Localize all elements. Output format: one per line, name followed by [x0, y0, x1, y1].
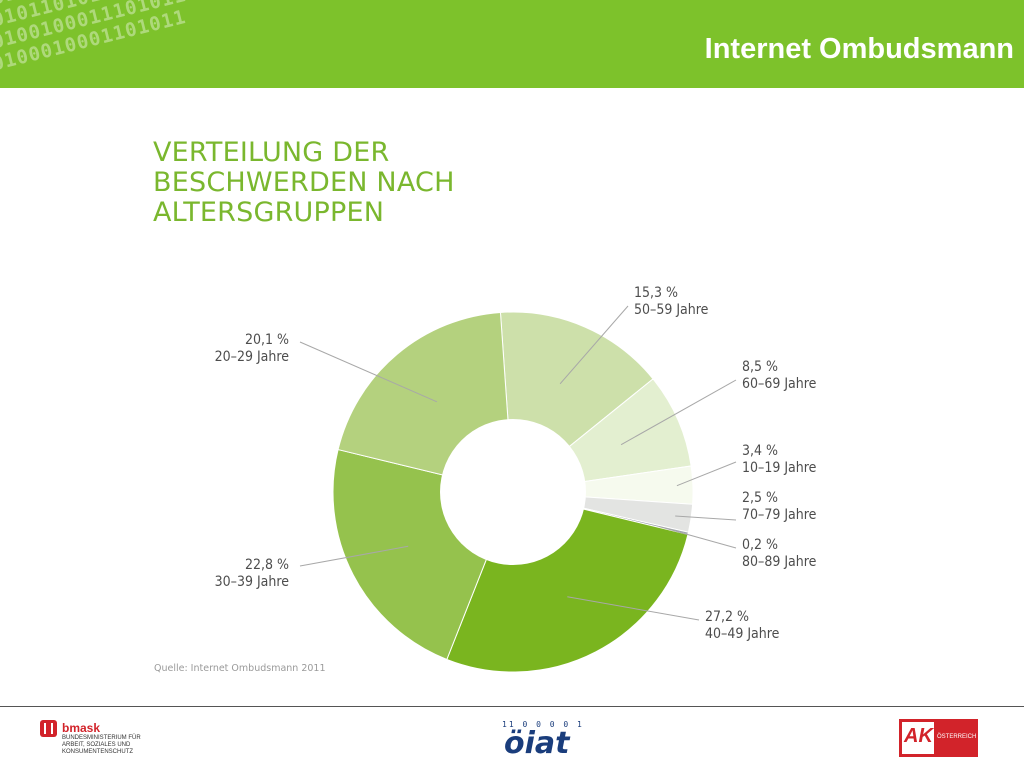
chart-title-line: VERTEILUNG DER: [153, 137, 390, 168]
bmask-line: KONSUMENTENSCHUTZ: [62, 749, 134, 755]
slice-category-label: 50–59 Jahre: [634, 302, 709, 318]
ak-country: ÖSTERREICH: [937, 734, 977, 740]
leader-line: [567, 596, 700, 621]
leader-line: [299, 545, 409, 567]
slice-value-label: 0,2 %: [742, 537, 778, 553]
source-note: Quelle: Internet Ombudsmann 2011: [154, 663, 326, 674]
ak-wordmark: AK: [904, 725, 933, 747]
slice-category-label: 20–29 Jahre: [215, 349, 290, 365]
leader-line: [676, 461, 737, 487]
slice-value-label: 22,8 %: [245, 557, 289, 573]
bmask-ministry-text: BUNDESMINISTERIUM FÜR ARBEIT, SOZIALES U…: [62, 735, 162, 756]
slice-value-label: 15,3 %: [634, 285, 678, 301]
oiat-logo: 11 0 0 0 0 1 öiat: [500, 720, 590, 761]
slice-value-label: 3,4 %: [742, 443, 778, 459]
donut-hole: [440, 419, 586, 565]
header-banner: 0110101010110 010110101000110101 0100100…: [0, 0, 1024, 88]
bmask-line: ARBEIT, SOZIALES UND: [62, 742, 131, 748]
bmask-emblem-icon: [40, 720, 57, 737]
slice-value-label: 2,5 %: [742, 490, 778, 506]
leader-line: [620, 379, 737, 446]
leader-line: [658, 526, 737, 549]
oiat-bits: 11 0 0 0 0 1: [502, 720, 584, 729]
slice-category-label: 80–89 Jahre: [742, 554, 817, 570]
slice-category-label: 30–39 Jahre: [215, 574, 290, 590]
leader-line: [299, 341, 438, 403]
slice-category-label: 70–79 Jahre: [742, 507, 817, 523]
chart-title-line: BESCHWERDEN NACH: [153, 167, 455, 198]
bmask-name: bmask: [62, 721, 101, 735]
slice-value-label: 20,1 %: [245, 332, 289, 348]
slice-category-label: 10–19 Jahre: [742, 460, 817, 476]
slice-value-label: 8,5 %: [742, 359, 778, 375]
slice-category-label: 60–69 Jahre: [742, 376, 817, 392]
leader-line: [675, 515, 737, 521]
slice-category-label: 40–49 Jahre: [705, 626, 780, 642]
oiat-wordmark: öiat: [504, 726, 570, 761]
header-title: Internet Ombudsmann: [704, 33, 1014, 65]
bmask-line: BUNDESMINISTERIUM FÜR: [62, 735, 141, 741]
donut-chart: 15,3 %50–59 Jahre 8,5 %60–69 Jahre 3,4 %10…: [154, 285, 817, 674]
ak-logo: AK ÖSTERREICH: [899, 719, 978, 757]
bmask-logo: bmask BUNDESMINISTERIUM FÜR ARBEIT, SOZI…: [40, 720, 150, 760]
chart-title-line: ALTERSGRUPPEN: [153, 197, 385, 228]
slice-value-label: 27,2 %: [705, 609, 749, 625]
leader-line: [559, 305, 629, 385]
chart-title: VERTEILUNG DER BESCHWERDEN NACH ALTERSGR…: [153, 138, 455, 228]
footer-divider: [0, 706, 1024, 707]
